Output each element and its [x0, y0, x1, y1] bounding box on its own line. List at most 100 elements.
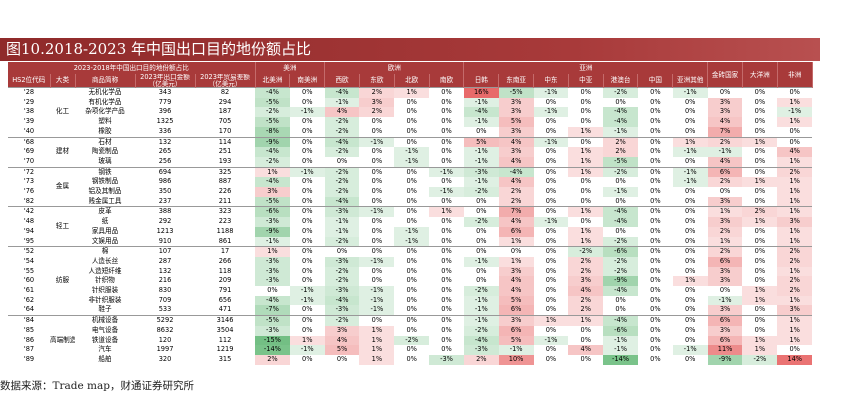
column-header: 商品简称 — [75, 74, 136, 88]
cell: 1% — [707, 236, 743, 247]
cell: -5% — [498, 86, 534, 98]
cell: 0% — [371, 156, 383, 165]
cell: -1% — [463, 156, 499, 168]
cell: '95 — [23, 236, 35, 245]
cell: -3% — [255, 325, 290, 336]
cell: 0% — [684, 156, 696, 165]
cell: 1% — [359, 354, 395, 365]
cell: 0% — [406, 187, 417, 196]
cell: 塑料 — [98, 117, 112, 126]
cell: 0% — [650, 325, 661, 334]
cell: 非针织服装 — [88, 295, 122, 304]
cell: -4% — [463, 107, 499, 118]
cell: 家具用品 — [91, 226, 119, 235]
cell: -2% — [742, 354, 778, 365]
cell: 3% — [707, 196, 743, 207]
cell: 杂项化学产品 — [85, 107, 125, 116]
cell: 0% — [754, 147, 766, 156]
cell: -2% — [324, 177, 360, 188]
cell: 0% — [615, 196, 626, 205]
cell: 0% — [406, 286, 417, 295]
cell: 211 — [218, 196, 232, 205]
cell: 1% — [394, 86, 430, 98]
column-header: 东欧 — [359, 74, 395, 88]
cell: 鞋子 — [98, 305, 112, 314]
cell: 0% — [650, 156, 661, 165]
cell: 350 — [158, 187, 172, 196]
cell: -1% — [533, 107, 569, 118]
cell: -1% — [533, 86, 569, 98]
cell: 396 — [158, 107, 172, 116]
cell: 0% — [406, 126, 417, 135]
cell: 0% — [302, 196, 313, 205]
cell: 0% — [545, 126, 557, 135]
cell: 纸 — [101, 217, 109, 226]
cell: 橡胶 — [98, 126, 112, 135]
cell: 0% — [754, 325, 766, 334]
cell: 0% — [302, 276, 313, 285]
cell: 1% — [568, 206, 604, 218]
cell: 2% — [707, 246, 743, 257]
cell: 0% — [580, 107, 591, 116]
cell: 0% — [637, 136, 673, 148]
cell: 861 — [218, 236, 232, 245]
cell: 1188 — [216, 226, 234, 235]
cell: -4% — [255, 86, 290, 98]
cell: 0% — [533, 246, 569, 257]
cell: 1% — [568, 315, 604, 326]
table-row: '39 塑料 1325 705 -5% 0% -2% 0% 0% 0% -1% 5% 0% 0% -4% 0%… — [8, 117, 813, 127]
cell: 有机化学品 — [88, 97, 122, 106]
cell: 0% — [371, 236, 383, 245]
cell: 0% — [650, 236, 661, 245]
cell: -14% — [255, 345, 290, 355]
cell: 1% — [777, 196, 813, 207]
cell: '54 — [23, 256, 35, 265]
cell: 0% — [441, 107, 452, 116]
column-header: 金砖国家 — [707, 62, 743, 88]
column-header: 南欧 — [429, 74, 465, 88]
cell: 0% — [441, 256, 452, 265]
cell: 0% — [476, 126, 487, 135]
cell: 17 — [195, 246, 256, 257]
cell: 0% — [684, 305, 696, 314]
cell: -1% — [672, 86, 708, 98]
cell: '94 — [23, 226, 35, 235]
cell: 1% — [533, 315, 569, 326]
cell: 0% — [406, 217, 417, 226]
cell: 铁道设备 — [91, 335, 119, 344]
table-row: '55 人造短纤维 132 118 -3% 0% -2% 0% 0% 0% 0% 3% 0% 2% -2% 0… — [8, 266, 813, 277]
cell: 4% — [324, 107, 360, 118]
table-row: '85 电气设备 8632 3504 -3% 0% 3% 1% 0% 0% -2% 6% 0% 0% -6%… — [8, 325, 813, 336]
cell: 0% — [684, 217, 696, 226]
cell: 0% — [371, 276, 383, 285]
cell: 3% — [498, 147, 534, 157]
cell: 0% — [394, 246, 430, 257]
cell: 471 — [218, 305, 232, 314]
table-row: '29 有机化学品 779 294 -5% 0% -1% 3% 0% 0% -1% 3% 0% 0% 0% 0… — [8, 97, 813, 108]
cell: -8% — [255, 126, 290, 138]
cell: 0% — [637, 86, 673, 98]
table-row: '73 钢铁制品 986 887 -4% 0% -2% 0% 0% 0% -1% 4% 0% 0% 0% 0%… — [8, 177, 813, 188]
cell: 7% — [707, 126, 743, 138]
cell: -9% — [255, 226, 290, 237]
cell: 0% — [406, 196, 417, 205]
cell: 0% — [650, 354, 661, 363]
cell: 132 — [135, 136, 195, 148]
cell: 铝及其制品 — [88, 187, 122, 196]
column-header: 北美洲 — [255, 74, 291, 88]
column-header: 中东 — [533, 74, 569, 88]
table-row: '62 非针织服装 709 656 -4% -1% -4% -1% 0% 0% -1% 5% 0% 2% 0… — [8, 295, 813, 306]
cell: 0% — [684, 97, 696, 106]
cell: -3% — [255, 276, 290, 287]
cell: 0% — [580, 217, 591, 226]
cell: 0% — [302, 266, 313, 275]
cell: 2% — [777, 286, 813, 296]
cell: 4% — [498, 177, 534, 188]
cell: 3% — [707, 266, 743, 277]
cell: 1% — [777, 236, 813, 247]
cell: 0% — [441, 226, 452, 235]
cell: 251 — [218, 147, 232, 156]
cell: 0% — [742, 166, 778, 178]
cell: '68 — [8, 136, 50, 148]
cell: 0% — [650, 196, 661, 205]
